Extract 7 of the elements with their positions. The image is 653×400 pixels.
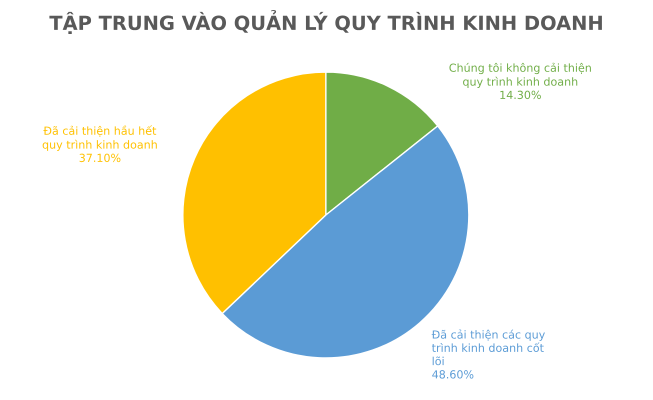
data-label: 14.30% <box>500 90 541 100</box>
slice-label: Đã cải thiện hầu hết quy trình kinh doanh <box>42 125 157 151</box>
data-label: 37.10% <box>80 154 120 162</box>
slice-label: Đã cải thiện các quy trình kinh doanh cốt lõi <box>432 330 545 366</box>
chart-title: TẬP TRUNG VÀO QUẢN LÝ QUY TRÌNH KINH DOANH <box>49 10 602 34</box>
data-label: 48.60% <box>432 370 474 379</box>
slice-label: Chúng tôi không cải thiện quy trình kinh doanh <box>449 62 591 88</box>
